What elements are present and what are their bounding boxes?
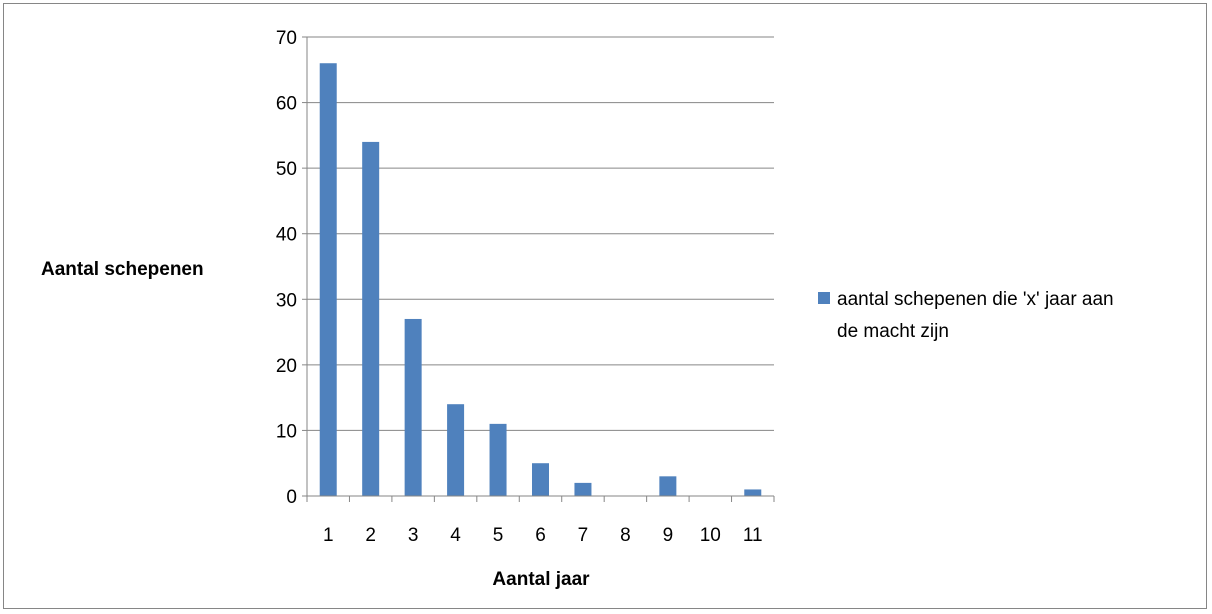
y-tick-label: 30 [276, 290, 297, 311]
bar [362, 142, 379, 496]
legend-label-line-1: aantal schepenen die 'x' jaar aan [837, 289, 1114, 310]
x-tick-label: 4 [450, 525, 461, 546]
x-tick-label: 5 [493, 525, 504, 546]
y-tick-label: 70 [276, 28, 297, 49]
x-tick-label: 1 [323, 525, 334, 546]
y-axis-title: Aantal schepenen [41, 259, 204, 280]
y-tick-label: 40 [276, 225, 297, 246]
x-tick-label: 6 [535, 525, 546, 546]
x-tick-label: 8 [620, 525, 631, 546]
y-tick-label: 10 [276, 421, 297, 442]
legend: aantal schepenen die 'x' jaar aan de mac… [818, 289, 1119, 342]
legend-swatch [818, 292, 830, 304]
x-tick-label: 3 [408, 525, 419, 546]
bar [405, 319, 422, 496]
bars [320, 63, 762, 496]
x-tick-label: 11 [743, 525, 763, 546]
legend-label-line-2: de macht zijn [837, 321, 949, 342]
x-tick-label: 10 [700, 525, 721, 546]
bar [744, 489, 761, 496]
y-tick-label: 50 [276, 159, 297, 180]
bar [490, 424, 507, 496]
bar [532, 463, 549, 496]
x-tick-label: 7 [578, 525, 589, 546]
bar [574, 483, 591, 496]
y-tick-label: 60 [276, 94, 297, 115]
bar [659, 476, 676, 496]
x-axis-title: Aantal jaar [492, 569, 590, 590]
y-tick-label: 20 [276, 356, 297, 377]
bar [447, 404, 464, 496]
y-tick-label: 0 [286, 487, 297, 508]
legend-label: aantal schepenen die 'x' jaar aan de mac… [837, 289, 1119, 342]
x-tick-label: 2 [365, 525, 376, 546]
bar [320, 63, 337, 496]
x-tick-label: 9 [663, 525, 674, 546]
tick-labels: 0 10 20 30 40 50 60 70 1 2 3 4 5 6 7 8 9 10 11 [276, 28, 763, 546]
